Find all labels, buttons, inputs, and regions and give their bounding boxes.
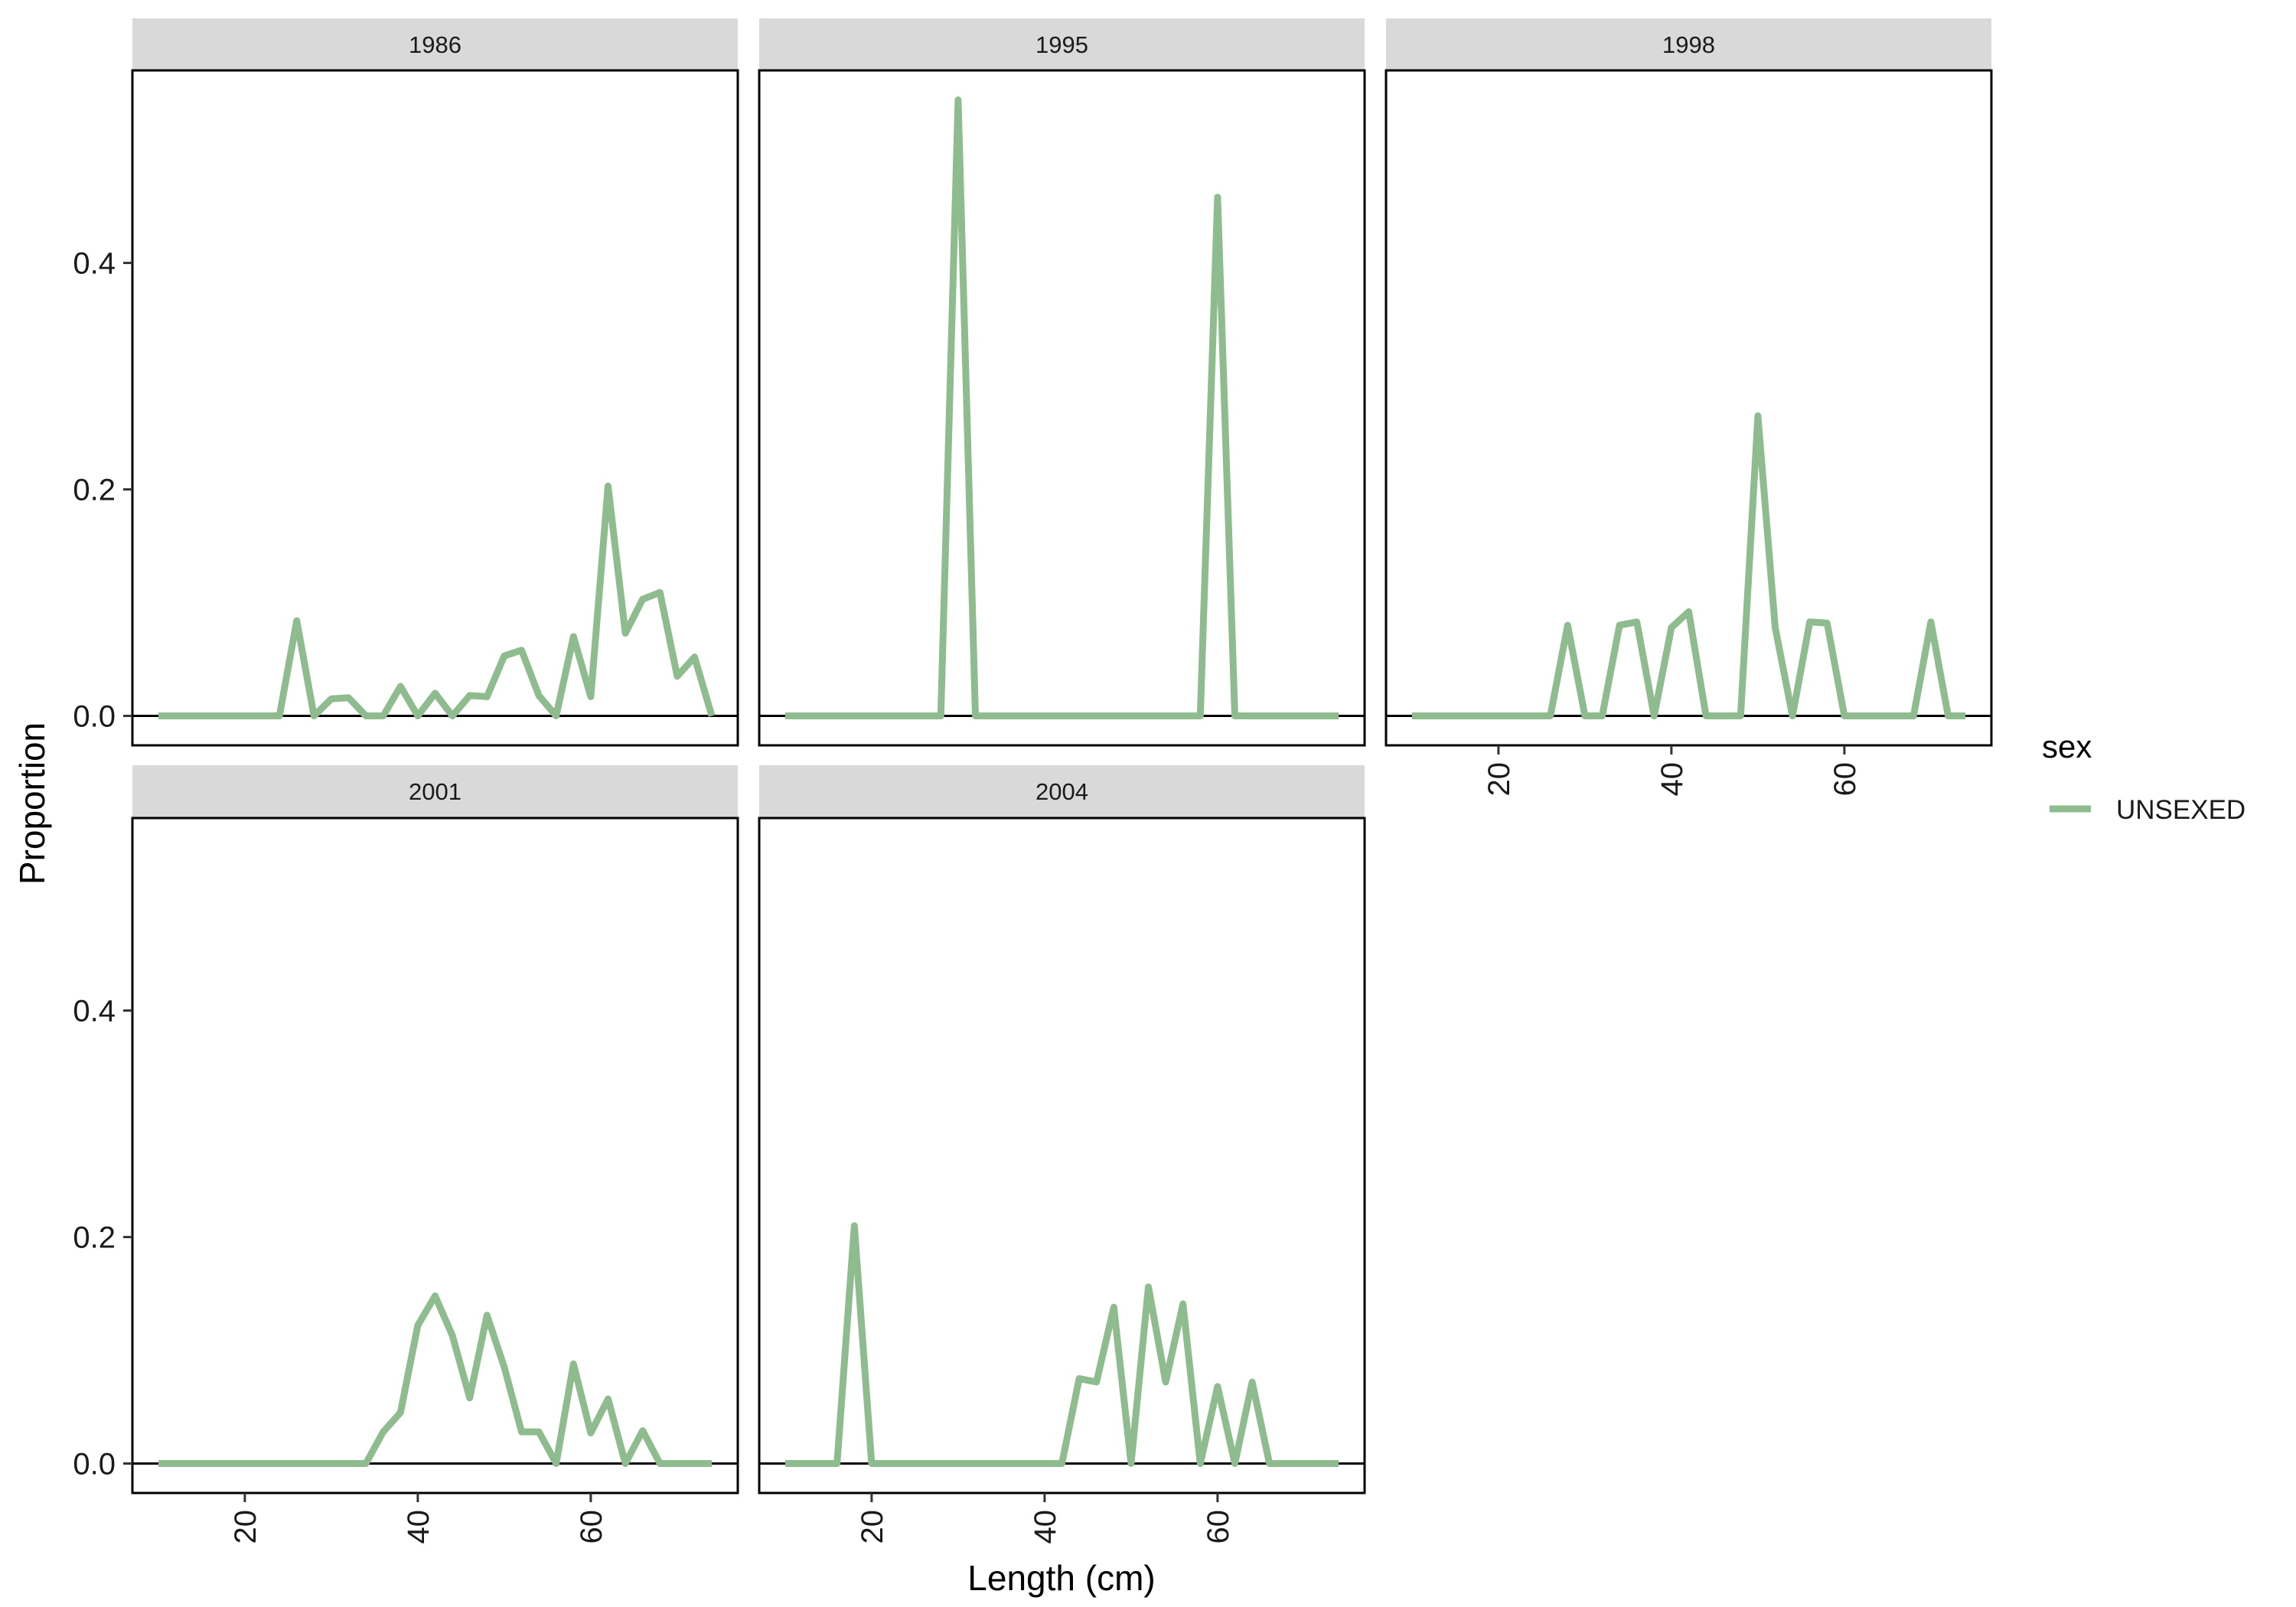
panel-border [758,817,1366,1495]
y-tick-label: 0.2 [73,1221,116,1255]
facet-strip-label: 1995 [1035,31,1088,58]
facet-strip-label: 1986 [409,31,461,58]
x-tick-label: 20 [1482,762,1516,797]
y-tick-label: 0.4 [73,995,116,1028]
panel-border [758,69,1366,747]
panel-border [131,69,739,747]
legend-label-unsexed: UNSEXED [2116,795,2245,825]
facet-strip [132,765,738,817]
facet-strip-label: 1998 [1662,31,1715,58]
x-tick-label: 40 [1655,762,1689,797]
y-tick-label: 0.0 [73,700,116,734]
facet-strip [759,765,1365,817]
y-tick-label: 0.2 [73,474,116,507]
facet-strip [1386,18,1991,70]
series-line-unsexed [1411,412,1966,719]
facet-strip-label: 2001 [409,778,461,805]
x-tick-label: 20 [229,1510,263,1544]
series-line-unsexed [158,482,716,719]
series-line-unsexed [784,1222,1339,1467]
x-tick-label: 40 [1029,1510,1062,1544]
y-tick-label: 0.0 [73,1448,116,1482]
facet-strip [759,18,1365,70]
series-line-unsexed [784,96,1339,719]
legend-title: sex [2042,729,2092,764]
panel-border [131,817,739,1495]
y-axis-title: Proportion [12,722,52,885]
x-tick-label: 60 [1202,1510,1235,1544]
x-tick-label: 60 [575,1510,608,1544]
series-line-unsexed [158,1292,713,1467]
x-axis-title: Length (cm) [967,1558,1155,1598]
y-tick-label: 0.4 [73,247,116,281]
x-tick-label: 40 [402,1510,435,1544]
facet-strip-label: 2004 [1035,778,1088,805]
panel-border [1384,69,1993,747]
x-tick-label: 60 [1828,762,1862,797]
facet-strip [132,18,738,70]
x-tick-label: 20 [856,1510,889,1544]
